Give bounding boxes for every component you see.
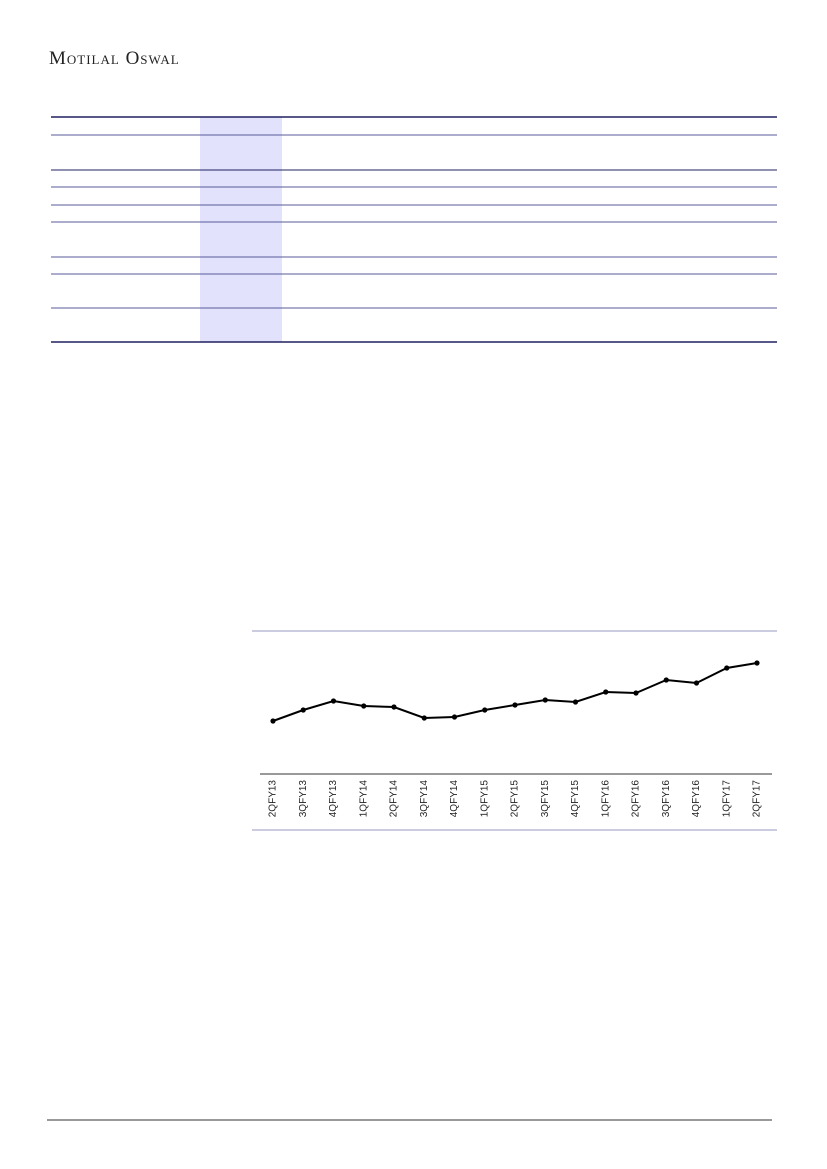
point xyxy=(482,707,488,713)
point xyxy=(572,699,579,705)
x-tick-label: 4QFY13 xyxy=(328,780,339,818)
x-tick-label: 2QFY16 xyxy=(631,780,642,818)
point xyxy=(754,660,760,666)
point xyxy=(542,697,548,703)
point xyxy=(270,718,276,724)
point xyxy=(603,689,609,695)
x-tick-label: 4QFY16 xyxy=(691,780,702,818)
x-tick-label: 2QFY17 xyxy=(752,780,763,818)
point xyxy=(663,677,669,683)
point xyxy=(361,703,367,709)
point xyxy=(633,690,639,696)
brand: Motilal Oswal xyxy=(49,48,180,69)
x-tick-label: 1QFY15 xyxy=(479,780,490,818)
x-tick-label: 3QFY14 xyxy=(419,780,430,818)
table-highlight xyxy=(200,117,282,342)
x-tick-label: 2QFY15 xyxy=(510,780,521,818)
x-tick-label: 1QFY14 xyxy=(358,780,369,818)
x-tick-label: 3QFY16 xyxy=(661,780,672,818)
line xyxy=(272,662,758,722)
x-tick-label: 1QFY17 xyxy=(721,780,732,818)
point xyxy=(391,704,397,710)
x-tick-label: 3QFY13 xyxy=(298,780,309,818)
x-tick-label: 4QFY14 xyxy=(449,780,460,818)
x-tick-label: 3QFY15 xyxy=(540,780,551,818)
x-tick-label: 4QFY15 xyxy=(570,780,581,818)
point xyxy=(330,698,337,704)
point xyxy=(421,715,427,721)
point xyxy=(300,707,306,713)
point xyxy=(724,665,730,671)
point xyxy=(693,680,700,686)
x-tick-label: 2QFY14 xyxy=(389,780,400,818)
table-lines xyxy=(51,116,777,343)
point xyxy=(451,714,458,720)
x-tick-label: 2QFY13 xyxy=(268,780,279,818)
point xyxy=(512,702,518,708)
x-tick-label: 1QFY16 xyxy=(600,780,611,818)
